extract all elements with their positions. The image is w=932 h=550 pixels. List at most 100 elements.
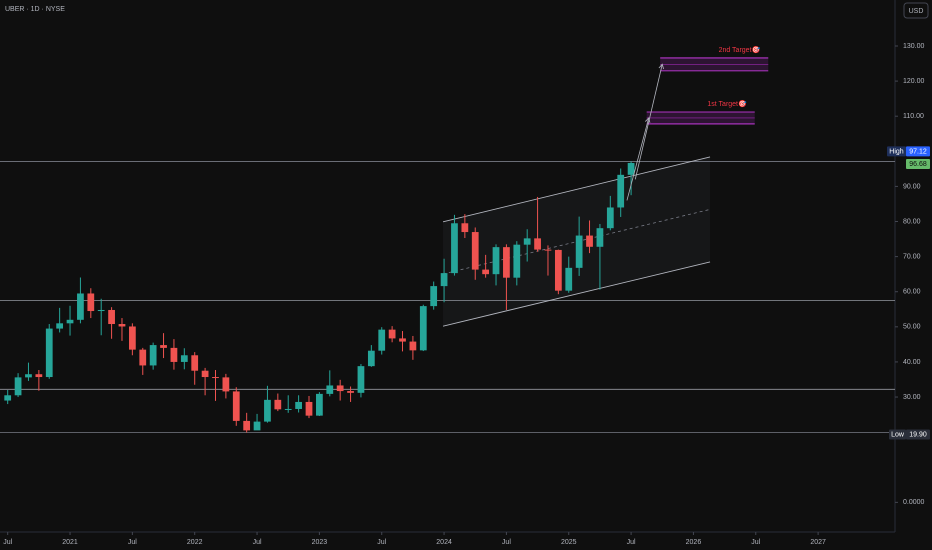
- high-name-bg: [887, 146, 906, 157]
- candle-body: [212, 377, 219, 379]
- arrow-head: [645, 117, 651, 123]
- candle-body: [575, 235, 583, 268]
- last-price: 96.68: [909, 161, 927, 168]
- candle-body: [503, 247, 510, 278]
- candle-body: [451, 223, 458, 274]
- candle-body: [222, 377, 230, 392]
- candle-body: [565, 267, 573, 291]
- candle-body: [388, 329, 396, 339]
- y-tick-label: 110.00: [903, 113, 924, 120]
- candle-body: [170, 347, 178, 362]
- low-value: 19.90: [909, 431, 927, 438]
- candle-body: [326, 385, 334, 394]
- candle-body: [232, 391, 240, 421]
- candle-body: [25, 374, 32, 378]
- candle-body: [316, 393, 323, 416]
- x-tick-label: Jul: [253, 539, 262, 546]
- candle-body: [191, 355, 199, 371]
- candle-body: [367, 350, 375, 367]
- x-tick-label: Jul: [502, 539, 511, 546]
- y-tick-label: 0.0000: [903, 499, 925, 506]
- channel-lower: [442, 261, 711, 327]
- candle-body: [45, 328, 53, 378]
- candle-body: [56, 323, 64, 329]
- x-tick-label: 2021: [62, 539, 78, 546]
- candle-body: [180, 355, 188, 362]
- candle-body: [430, 286, 438, 307]
- candle-body: [544, 249, 552, 251]
- currency-button[interactable]: [903, 2, 929, 19]
- candle-body: [606, 207, 614, 229]
- currency-label: USD: [909, 8, 924, 15]
- x-tick-label: 2023: [312, 539, 328, 546]
- candle-body: [492, 247, 500, 275]
- y-tick-label: 40.00: [903, 359, 921, 366]
- candle-body: [108, 309, 115, 325]
- x-tick-label: 2025: [561, 539, 577, 546]
- candle-body: [139, 349, 147, 366]
- candle-body: [274, 399, 282, 410]
- candle-body: [378, 329, 386, 351]
- x-tick-label: Jul: [627, 539, 636, 546]
- candle-body: [201, 370, 209, 378]
- x-tick-label: Jul: [377, 539, 386, 546]
- y-tick-label: 60.00: [903, 289, 921, 296]
- channel-upper: [442, 156, 711, 223]
- x-tick-label: Jul: [3, 539, 12, 546]
- x-tick-label: Jul: [128, 539, 137, 546]
- y-tick-label: 30.00: [903, 394, 921, 401]
- high-value: 97.12: [909, 148, 927, 155]
- candle-body: [617, 174, 625, 208]
- candle-body: [347, 391, 354, 393]
- x-tick-label: Jul: [751, 539, 760, 546]
- x-tick-label: 2027: [810, 539, 826, 546]
- candle-body: [128, 326, 136, 350]
- low-name: Low: [891, 431, 905, 438]
- candle-body: [461, 223, 469, 233]
- candle-body: [409, 341, 417, 351]
- candle-body: [440, 273, 448, 287]
- high-name: High: [889, 148, 904, 155]
- candle-body: [399, 338, 406, 342]
- candle-body: [87, 293, 95, 312]
- candle-body: [149, 345, 157, 366]
- y-tick-label: 90.00: [903, 183, 921, 190]
- y-tick-label: 70.00: [903, 253, 921, 260]
- candle-body: [596, 228, 604, 247]
- low-name-bg: [889, 429, 906, 440]
- candle-body: [77, 293, 84, 320]
- last-price-bg: [906, 158, 930, 169]
- symbol-header: UBER · 1D · NYSE: [5, 6, 65, 13]
- candle-body: [419, 306, 427, 351]
- candle-body: [627, 162, 635, 175]
- candle-body: [534, 238, 541, 250]
- y-tick-label: 80.00: [903, 218, 921, 225]
- candle-body: [305, 401, 313, 416]
- x-tick-label: 2026: [686, 539, 702, 546]
- low-value-bg: [906, 429, 930, 440]
- arrow-line: [626, 117, 650, 201]
- candle-body: [118, 324, 126, 327]
- candle-body: [4, 395, 12, 401]
- candle-body: [264, 399, 271, 422]
- candle-body: [554, 249, 562, 291]
- candle-body: [243, 420, 251, 431]
- target-label: 2nd Target🎯: [719, 45, 761, 54]
- target-label: 1st Target🎯: [707, 99, 747, 108]
- candle-body: [66, 319, 74, 324]
- candle-body: [471, 232, 479, 270]
- arrow-head: [658, 63, 664, 70]
- candle-body: [482, 269, 490, 275]
- high-value-bg: [906, 146, 930, 157]
- channel-mid: [442, 209, 711, 275]
- candle-body: [295, 401, 302, 409]
- candle-body: [284, 408, 292, 410]
- x-tick-label: 2024: [436, 539, 452, 546]
- candle-body: [513, 244, 521, 278]
- arrow-line: [634, 64, 663, 180]
- candle-body: [336, 385, 344, 392]
- candle-body: [97, 309, 105, 312]
- candle-body: [160, 345, 167, 348]
